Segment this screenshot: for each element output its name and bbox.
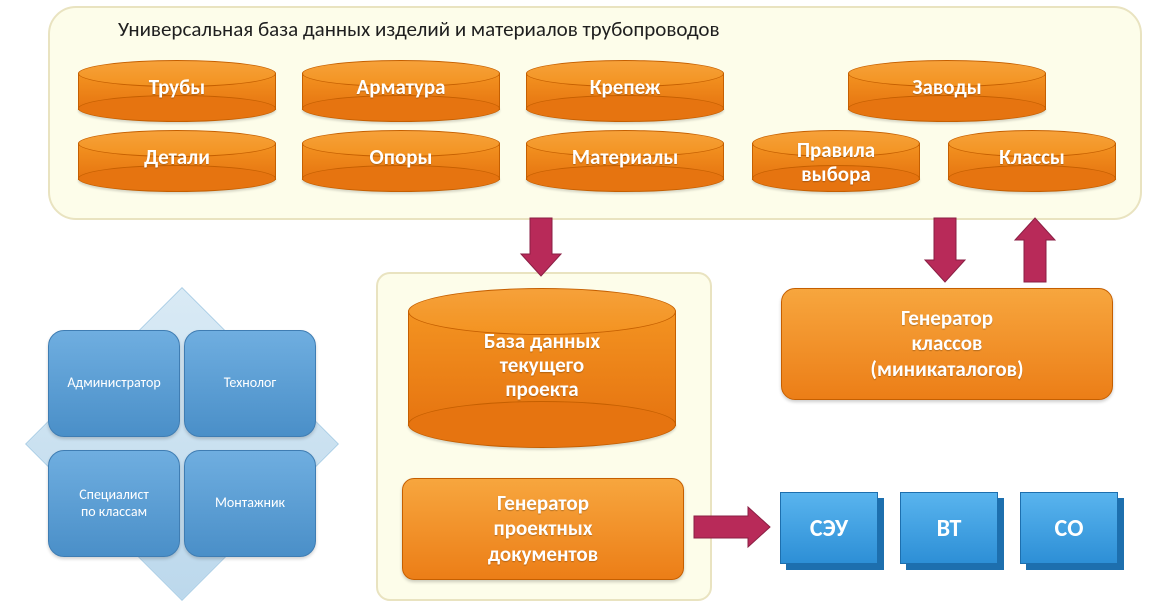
db-label: Крепеж (526, 75, 724, 99)
arrow-genclass-to-top (1015, 218, 1055, 282)
db-заводы: Заводы (848, 60, 1046, 122)
db-label: Опоры (302, 145, 500, 169)
role-label: Технолог (224, 375, 277, 392)
gen-classes: Генераторклассов(миникаталогов) (781, 288, 1113, 400)
diagram-canvas: { "canvas": { "width": 1157, "height": 6… (0, 0, 1157, 609)
db-крепеж: Крепеж (526, 60, 724, 122)
db-материалы: Материалы (526, 130, 724, 192)
db-label: Арматура (302, 75, 500, 99)
top-panel-title: Универсальная база данных изделий и мате… (118, 16, 720, 42)
role-label: Монтажник (215, 495, 285, 512)
db-правила-выбора: Правилавыбора (752, 130, 920, 192)
arrow-top-to-genclass (925, 218, 965, 282)
role-label: Администратор (67, 375, 160, 392)
arrow-top-to-center (521, 218, 561, 276)
db-main: База данныхтекущегопроекта (408, 288, 676, 448)
output-сэу: СЭУ (780, 492, 878, 564)
db-трубы: Трубы (78, 60, 276, 122)
gen-docs: Генераторпроектныхдокументов (402, 478, 684, 580)
db-label: Правилавыбора (752, 138, 920, 186)
db-классы: Классы (948, 130, 1116, 192)
output-со: СО (1020, 492, 1118, 564)
role-администратор: Администратор (48, 330, 180, 437)
db-label: Трубы (78, 75, 276, 99)
db-label: Материалы (526, 145, 724, 169)
role-label: Специалистпо классам (79, 487, 149, 521)
db-арматура: Арматура (302, 60, 500, 122)
db-label: Заводы (848, 75, 1046, 99)
output-label: СО (1020, 492, 1118, 564)
output-label: СЭУ (780, 492, 878, 564)
role-технолог: Технолог (184, 330, 316, 437)
box-label: Генераторпроектныхдокументов (488, 491, 598, 567)
output-label: ВТ (900, 492, 998, 564)
db-опоры: Опоры (302, 130, 500, 192)
output-вт: ВТ (900, 492, 998, 564)
role-специалист-по-классам: Специалистпо классам (48, 450, 180, 557)
role-монтажник: Монтажник (184, 450, 316, 557)
db-детали: Детали (78, 130, 276, 192)
box-label: Генераторклассов(миникаталогов) (870, 306, 1023, 382)
db-label: База данныхтекущегопроекта (408, 329, 676, 401)
db-label: Детали (78, 145, 276, 169)
db-label: Классы (948, 145, 1116, 169)
